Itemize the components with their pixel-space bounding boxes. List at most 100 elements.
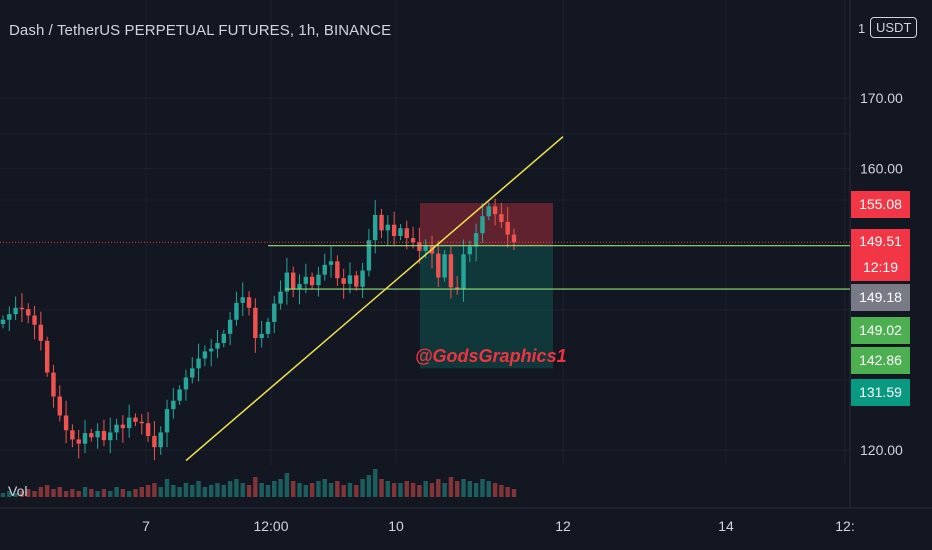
candle-body: [0, 319, 6, 324]
volume-bar: [7, 491, 12, 497]
y-tick-label: 120.00: [860, 442, 903, 458]
candle-body: [455, 287, 460, 289]
volume-bar: [265, 485, 271, 497]
candle-body: [480, 216, 485, 234]
candle-body: [272, 303, 277, 322]
price-tag-value: 142.86: [859, 352, 902, 368]
candle-body: [89, 433, 94, 438]
candle-body: [7, 314, 12, 320]
candle-body: [120, 424, 126, 429]
candle-body: [51, 372, 56, 397]
volume-bar: [272, 481, 277, 497]
candle-body: [404, 228, 409, 239]
candle-body: [417, 242, 422, 251]
candle-body: [391, 224, 397, 236]
volume-bar: [227, 481, 233, 497]
volume-bar: [499, 485, 504, 497]
candle-body: [240, 297, 245, 303]
take-profit-zone: [420, 245, 553, 369]
candle-body: [158, 432, 163, 448]
volume-bar: [89, 489, 94, 497]
candle-body: [328, 261, 334, 265]
candle-body: [114, 424, 119, 433]
candle-body: [108, 432, 113, 441]
candle-body: [265, 321, 271, 334]
volume-bar: [354, 485, 359, 497]
currency-button[interactable]: USDT: [870, 17, 918, 38]
candle-body: [284, 272, 290, 292]
volume-bar: [253, 477, 258, 497]
volume-label: Vol: [8, 483, 28, 499]
volume-bar: [120, 489, 126, 497]
candle-body: [26, 309, 31, 316]
candle-body: [436, 253, 441, 278]
author-watermark: @GodsGraphics1: [415, 346, 567, 366]
candle-body: [253, 307, 258, 339]
candle-body: [82, 433, 88, 444]
volume-bar: [70, 489, 75, 497]
candle-body: [354, 275, 359, 287]
volume-bar: [190, 485, 195, 497]
candle-body: [379, 214, 384, 231]
volume-bar: [455, 481, 460, 497]
volume-bar: [303, 485, 309, 497]
trend-line[interactable]: [185, 136, 564, 462]
price-tag-value: 149.02: [859, 322, 902, 338]
candle-body: [63, 415, 69, 431]
volume-bar: [26, 489, 31, 497]
candle-body: [341, 278, 346, 284]
volume-bar: [32, 491, 37, 497]
volume-bar: [221, 485, 227, 497]
candle-body: [164, 409, 170, 433]
candle-body: [227, 319, 233, 334]
volume-bar: [398, 483, 403, 497]
volume-bar: [404, 481, 409, 497]
candle-body: [316, 274, 321, 286]
volume-bar: [152, 483, 157, 497]
volume-bar: [101, 489, 107, 497]
price-tag-support: 142.86: [851, 347, 910, 374]
stop-loss-zone: [420, 203, 553, 246]
volume-bar: [492, 483, 498, 497]
volume-bar: [284, 473, 290, 497]
candle-body: [322, 264, 327, 275]
volume-bar: [95, 491, 100, 497]
volume-bar: [423, 481, 428, 497]
volume-bar: [145, 485, 151, 497]
volume-bar: [44, 485, 50, 497]
x-tick-label: 12:00: [253, 518, 288, 534]
volume-bar: [436, 479, 441, 497]
volume-bar: [379, 479, 384, 497]
volume-bar: [391, 483, 397, 497]
y-tick-label: 160.00: [860, 160, 903, 176]
volume-bar: [360, 479, 365, 497]
volume-bar: [429, 483, 435, 497]
volume-bar: [183, 483, 189, 497]
volume-bar: [139, 487, 144, 497]
volume-bar: [202, 487, 208, 497]
candle-body: [373, 214, 378, 241]
volume-bar: [38, 487, 44, 497]
volume-bar: [76, 491, 81, 497]
candle-body: [208, 348, 214, 352]
volume-bar: [208, 485, 214, 497]
x-tick-label: 10: [388, 518, 404, 534]
candle-body: [145, 423, 151, 436]
candle-body: [398, 228, 403, 236]
candle-body: [467, 246, 473, 255]
volume-bar: [13, 493, 18, 497]
price-tag-countdown: 12:19: [862, 259, 899, 275]
volume-bar: [297, 483, 302, 497]
volume-bar: [114, 487, 119, 497]
y-tick-label: 170.00: [860, 90, 903, 106]
candle-body: [259, 333, 264, 339]
volume-bar: [328, 483, 334, 497]
candle-body: [473, 233, 479, 247]
volume-bar: [177, 487, 182, 497]
candle-body: [297, 283, 302, 290]
candle-body: [76, 439, 81, 444]
candle-body: [366, 240, 372, 271]
